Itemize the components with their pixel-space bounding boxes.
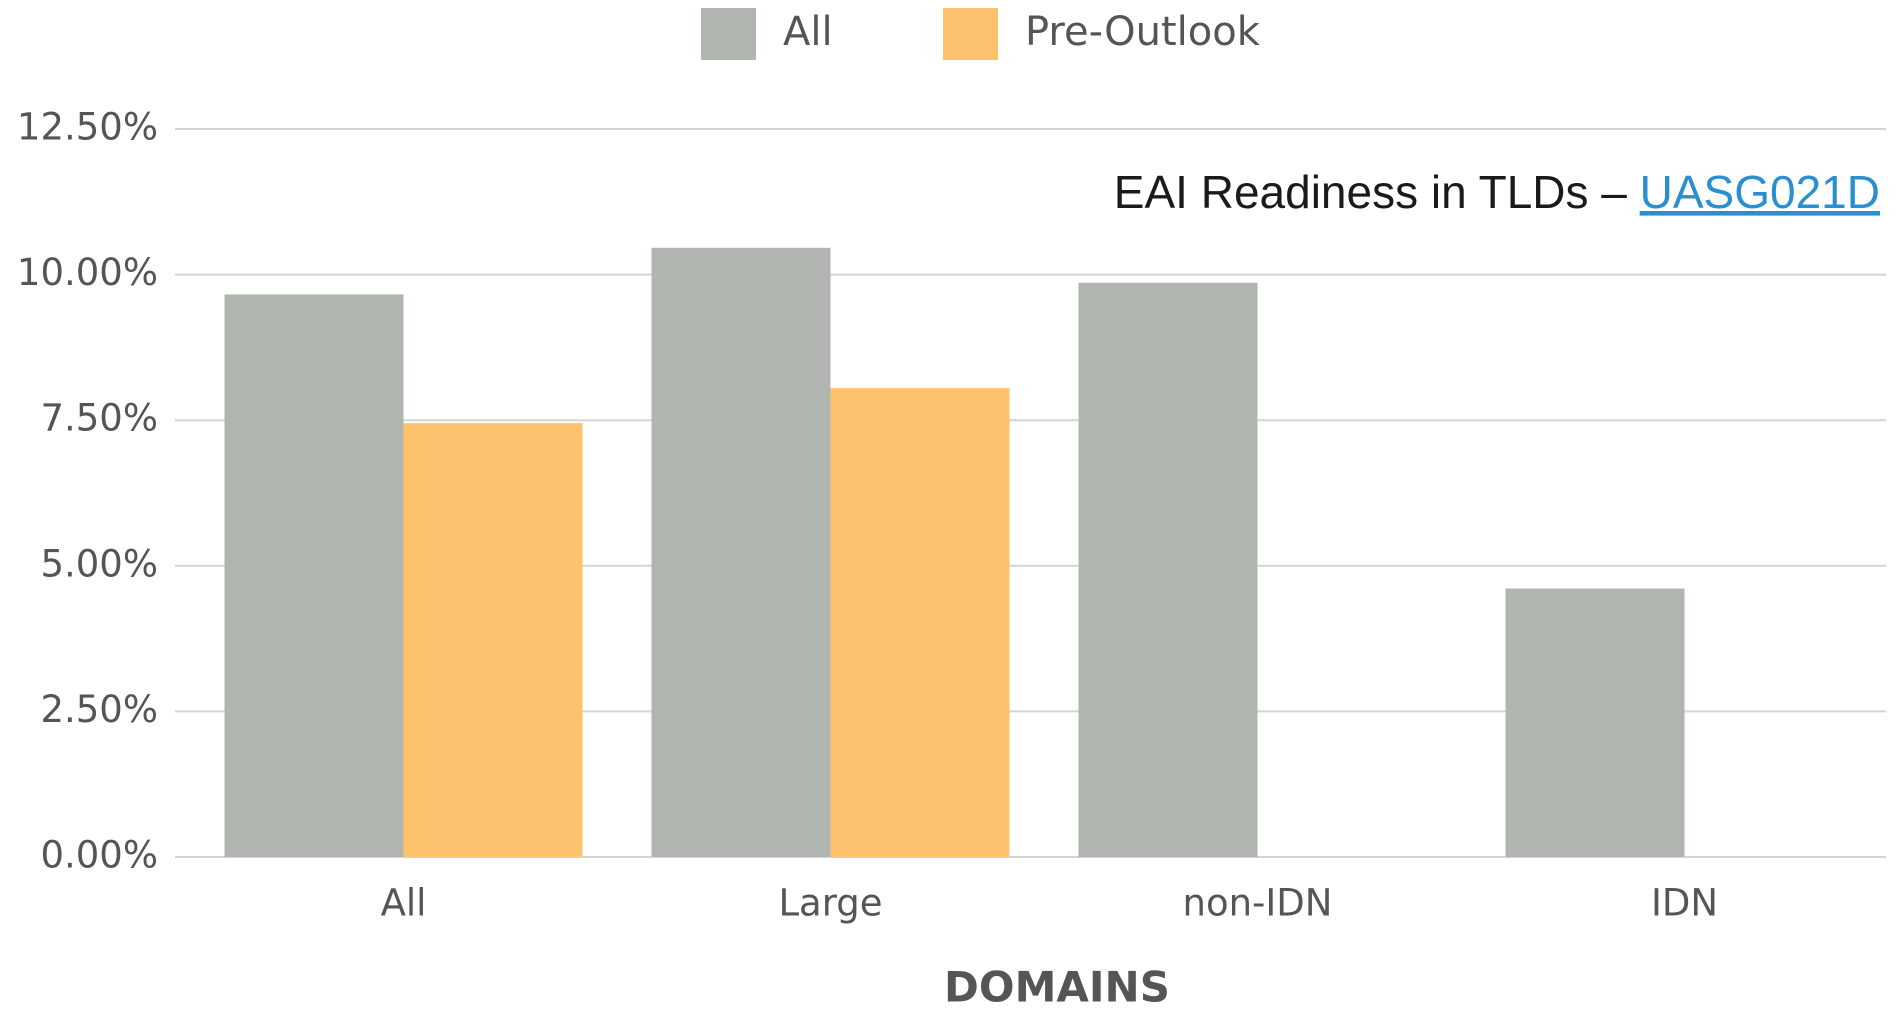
legend-swatch: [701, 8, 756, 60]
y-tick-label: 10.00%: [17, 251, 158, 294]
x-tick-label: IDN: [1651, 882, 1718, 925]
y-tick-label: 12.50%: [17, 106, 158, 149]
legend-swatch: [943, 8, 998, 60]
x-tick-label: non-IDN: [1183, 882, 1333, 925]
x-axis-title: DOMAINS: [944, 963, 1170, 1012]
legend-label: All: [783, 9, 833, 55]
bar: [1078, 282, 1258, 857]
y-tick-label: 2.50%: [40, 688, 158, 731]
x-tick-label: All: [381, 882, 427, 925]
y-tick-label: 5.00%: [40, 542, 158, 585]
bar: [403, 423, 583, 857]
annotation-link[interactable]: UASG021D: [1640, 166, 1880, 218]
annotation-text: EAI Readiness in TLDs –: [1114, 166, 1640, 218]
bar: [224, 294, 404, 857]
y-tick-label: 7.50%: [40, 397, 158, 440]
legend-label: Pre-Outlook: [1025, 9, 1261, 55]
bar: [651, 247, 831, 858]
bar: [830, 388, 1010, 857]
annotation: EAI Readiness in TLDs – UASG021D: [1114, 166, 1880, 218]
y-tick-label: 0.00%: [40, 834, 158, 877]
bar: [1505, 588, 1685, 857]
x-tick-label: Large: [778, 882, 882, 925]
